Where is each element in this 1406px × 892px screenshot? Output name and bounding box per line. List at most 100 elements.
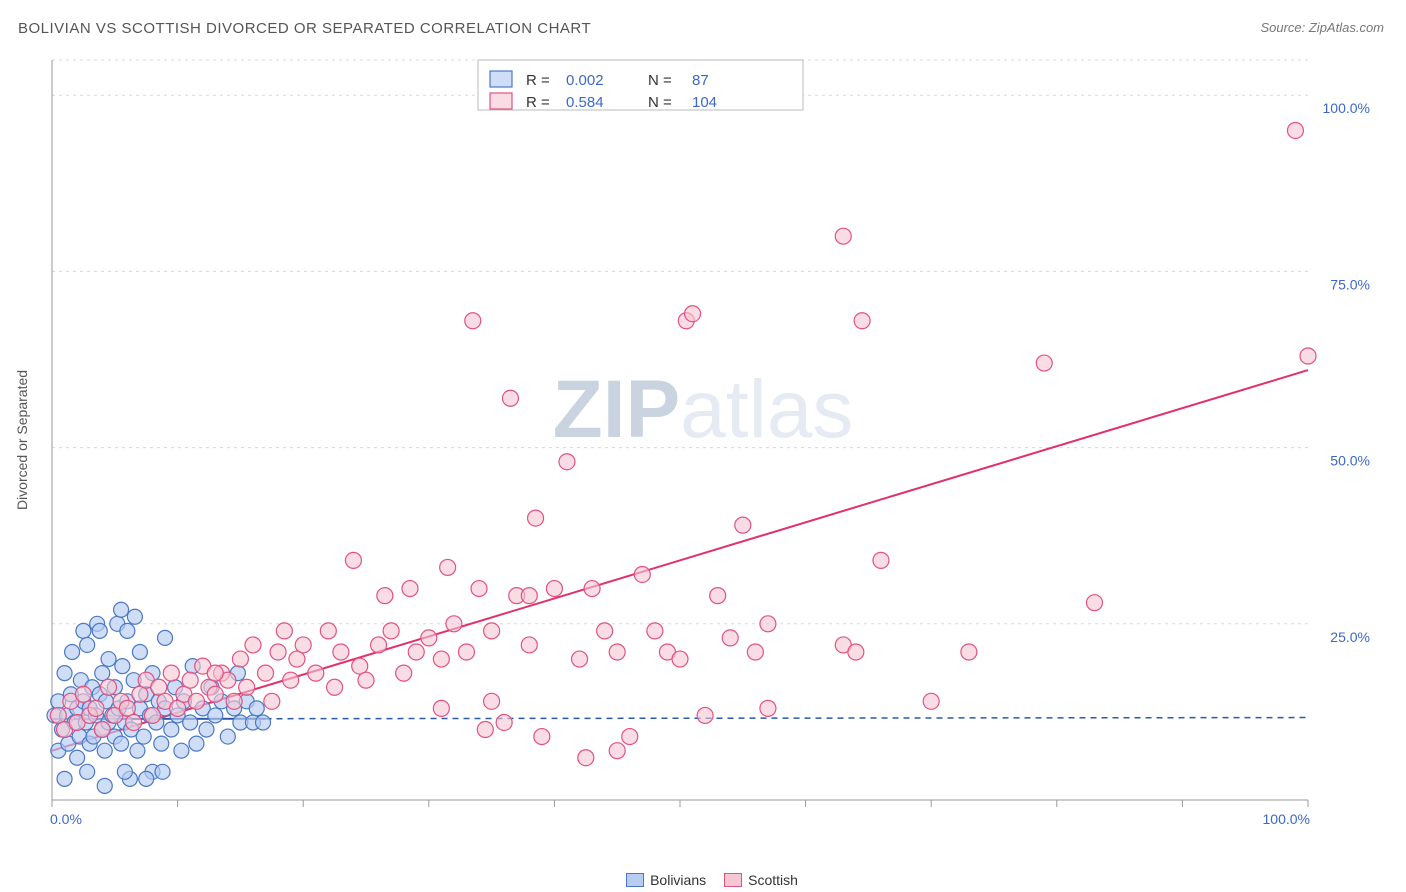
legend-n-value: 87 bbox=[692, 72, 709, 89]
data-point bbox=[377, 588, 393, 604]
data-point bbox=[256, 715, 271, 730]
data-point bbox=[923, 693, 939, 709]
data-point bbox=[477, 722, 493, 738]
y-tick-label: 100.0% bbox=[1323, 100, 1370, 116]
data-point bbox=[154, 736, 169, 751]
legend-n-label: N = bbox=[648, 72, 672, 89]
data-point bbox=[163, 665, 179, 681]
data-point bbox=[264, 693, 280, 709]
data-point bbox=[208, 708, 223, 723]
data-point bbox=[127, 609, 142, 624]
scatter-chart: 25.0%50.0%75.0%100.0%0.0%100.0%R =0.002N… bbox=[48, 50, 1378, 840]
bottom-legend: Bolivians Scottish bbox=[0, 872, 1406, 888]
data-point bbox=[458, 644, 474, 660]
x-tick-label: 0.0% bbox=[50, 811, 82, 827]
legend-swatch bbox=[490, 71, 512, 87]
data-point bbox=[117, 764, 132, 779]
legend-label: Scottish bbox=[748, 872, 798, 888]
data-point bbox=[572, 651, 588, 667]
data-point bbox=[57, 771, 72, 786]
data-point bbox=[220, 729, 235, 744]
legend-label: Bolivians bbox=[650, 872, 706, 888]
data-point bbox=[183, 715, 198, 730]
data-point bbox=[873, 552, 889, 568]
data-point bbox=[484, 623, 500, 639]
data-point bbox=[609, 743, 625, 759]
data-point bbox=[440, 559, 456, 575]
data-point bbox=[735, 517, 751, 533]
data-point bbox=[421, 630, 437, 646]
data-point bbox=[1287, 122, 1303, 138]
y-axis-label: Divorced or Separated bbox=[14, 370, 30, 510]
data-point bbox=[92, 623, 107, 638]
data-point bbox=[848, 644, 864, 660]
data-point bbox=[114, 736, 129, 751]
data-point bbox=[139, 771, 154, 786]
trend-line-dash bbox=[266, 718, 1308, 719]
data-point bbox=[697, 707, 713, 723]
data-point bbox=[239, 679, 255, 695]
data-point bbox=[433, 700, 449, 716]
legend-r-value: 0.002 bbox=[566, 72, 604, 89]
data-point bbox=[88, 700, 104, 716]
data-point bbox=[371, 637, 387, 653]
data-point bbox=[101, 679, 117, 695]
data-point bbox=[760, 700, 776, 716]
data-point bbox=[70, 750, 85, 765]
data-point bbox=[76, 623, 91, 638]
data-point bbox=[188, 693, 204, 709]
data-point bbox=[528, 510, 544, 526]
legend-swatch bbox=[626, 873, 644, 887]
data-point bbox=[258, 665, 274, 681]
data-point bbox=[95, 666, 110, 681]
legend-n-label: N = bbox=[648, 94, 672, 111]
data-point bbox=[747, 644, 763, 660]
data-point bbox=[232, 651, 248, 667]
data-point bbox=[155, 764, 170, 779]
data-point bbox=[433, 651, 449, 667]
data-point bbox=[345, 552, 361, 568]
data-point bbox=[308, 665, 324, 681]
data-point bbox=[471, 581, 487, 597]
legend-r-label: R = bbox=[526, 72, 550, 89]
data-point bbox=[65, 645, 80, 660]
data-point bbox=[521, 588, 537, 604]
data-point bbox=[114, 602, 129, 617]
data-point bbox=[97, 743, 112, 758]
data-point bbox=[80, 637, 95, 652]
data-point bbox=[961, 644, 977, 660]
data-point bbox=[672, 651, 688, 667]
data-point bbox=[534, 729, 550, 745]
data-point bbox=[502, 390, 518, 406]
data-point bbox=[396, 665, 412, 681]
data-point bbox=[97, 778, 112, 793]
data-point bbox=[57, 666, 72, 681]
legend-n-value: 104 bbox=[692, 94, 717, 111]
data-point bbox=[327, 679, 343, 695]
data-point bbox=[174, 743, 189, 758]
data-point bbox=[245, 637, 261, 653]
data-point bbox=[132, 645, 147, 660]
data-point bbox=[760, 616, 776, 632]
source-link[interactable]: Source: ZipAtlas.com bbox=[1260, 20, 1384, 35]
data-point bbox=[446, 616, 462, 632]
data-point bbox=[158, 630, 173, 645]
data-point bbox=[120, 623, 135, 638]
y-tick-label: 75.0% bbox=[1330, 276, 1370, 292]
trend-line bbox=[52, 370, 1308, 751]
data-point bbox=[295, 637, 311, 653]
data-point bbox=[199, 722, 214, 737]
legend-r-label: R = bbox=[526, 94, 550, 111]
data-point bbox=[584, 581, 600, 597]
data-point bbox=[189, 736, 204, 751]
legend-swatch bbox=[490, 93, 512, 109]
chart-title: BOLIVIAN VS SCOTTISH DIVORCED OR SEPARAT… bbox=[18, 20, 591, 37]
data-point bbox=[249, 701, 264, 716]
data-point bbox=[521, 637, 537, 653]
data-point bbox=[126, 714, 142, 730]
y-tick-label: 25.0% bbox=[1330, 629, 1370, 645]
data-point bbox=[722, 630, 738, 646]
data-point bbox=[182, 672, 198, 688]
data-point bbox=[136, 729, 151, 744]
data-point bbox=[276, 623, 292, 639]
